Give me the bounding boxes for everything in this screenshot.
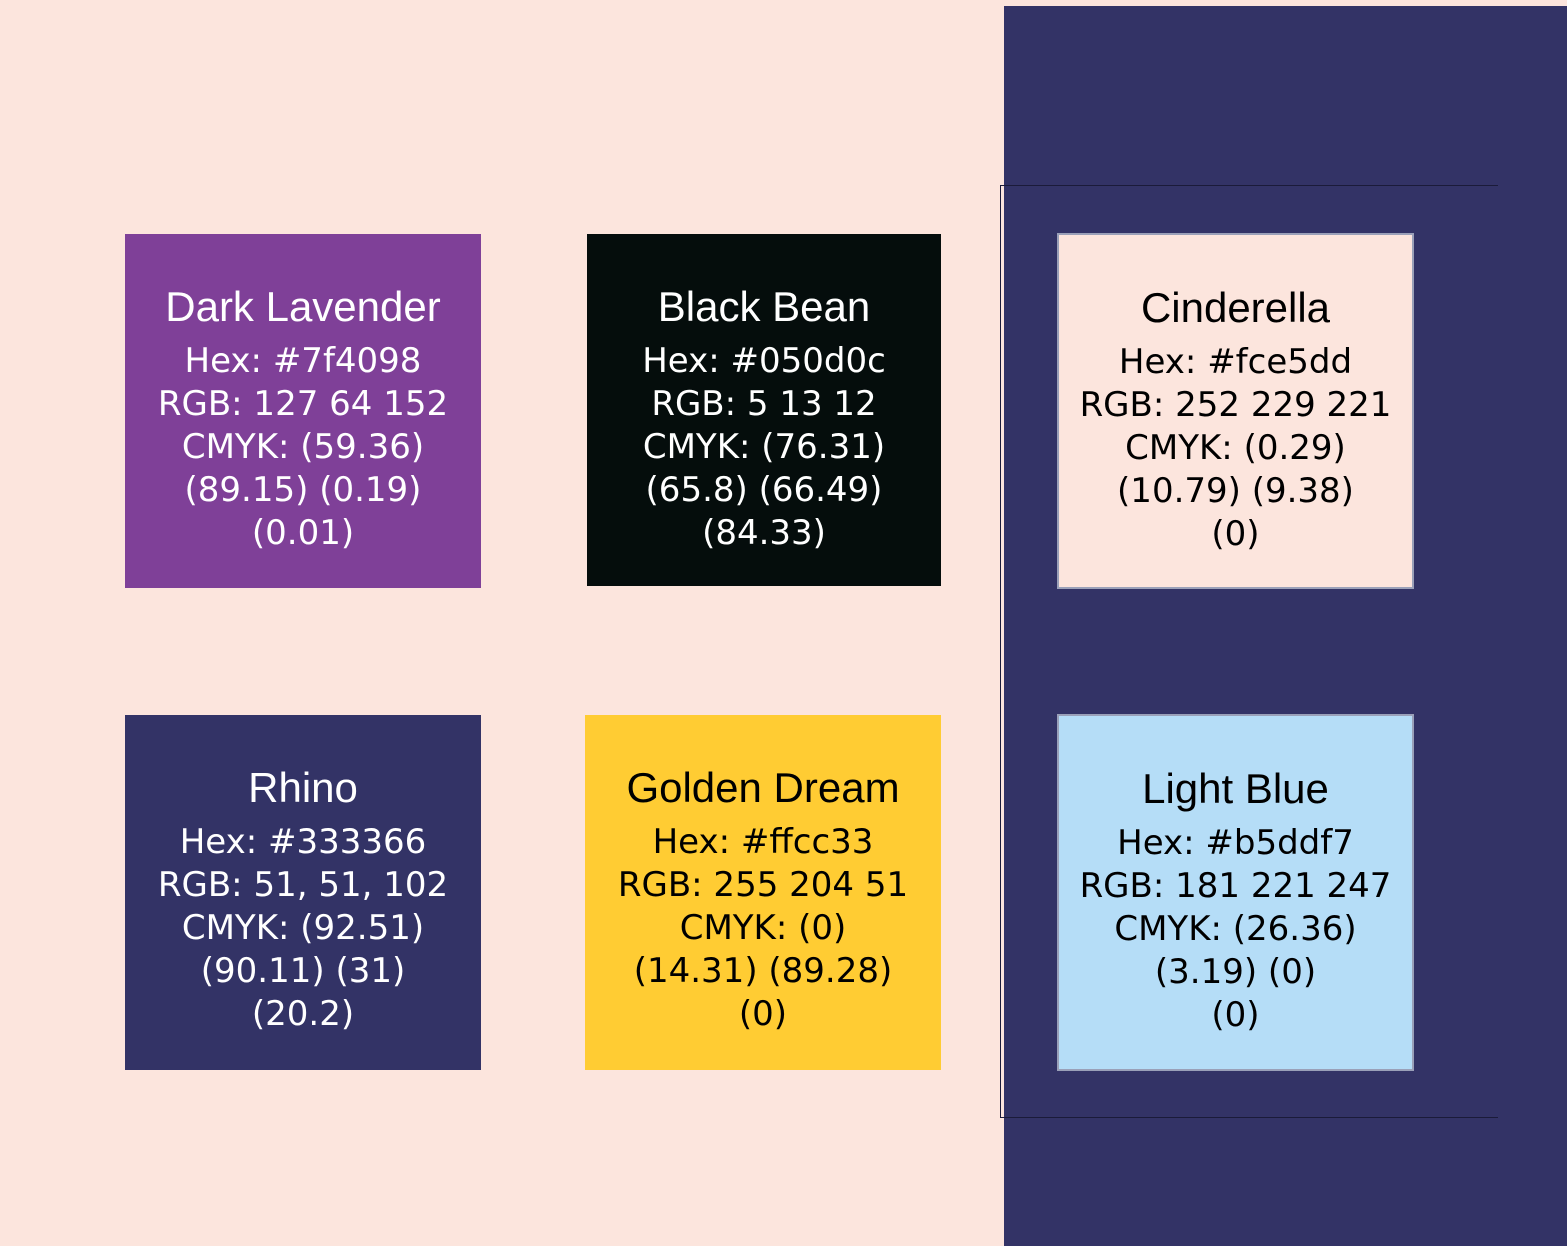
swatch-hex: Hex: #b5ddf7 <box>1117 823 1354 863</box>
swatch-cmyk-end: (20.2) <box>251 994 355 1034</box>
swatch-hex: Hex: #333366 <box>179 822 427 862</box>
swatch-cmyk: CMYK: (59.36) <box>181 427 425 467</box>
swatch-rgb: RGB: 181 221 247 <box>1079 866 1392 906</box>
swatch-cmyk-end: (84.33) <box>702 513 826 553</box>
swatch-name: Light Blue <box>1142 765 1329 812</box>
swatch-name: Black Bean <box>657 283 871 330</box>
swatch-info: Hex: #ffcc33 RGB: 255 204 51 CMYK: (0) (… <box>618 821 908 1036</box>
swatch-rgb: RGB: 252 229 221 <box>1079 385 1392 425</box>
swatch-rgb: RGB: 255 204 51 <box>617 865 909 905</box>
swatch-cmyk-cont: (89.15) (0.19) <box>184 470 422 510</box>
swatch-cmyk-cont: (10.79) (9.38) <box>1117 471 1354 511</box>
swatch-cmyk-cont: (90.11) (31) <box>200 951 406 991</box>
swatch-cmyk-end: (0) <box>1211 995 1260 1035</box>
swatch-cmyk-cont: (14.31) (89.28) <box>633 951 893 991</box>
swatch-info: Hex: #b5ddf7 RGB: 181 221 247 CMYK: (26.… <box>1080 822 1392 1037</box>
swatch-cmyk: CMYK: (0) <box>679 908 847 948</box>
swatch-rhino: Rhino Hex: #333366 RGB: 51, 51, 102 CMYK… <box>125 715 481 1070</box>
swatch-cmyk: CMYK: (76.31) <box>642 427 886 467</box>
swatch-dark-lavender: Dark Lavender Hex: #7f4098 RGB: 127 64 1… <box>125 234 481 588</box>
swatch-name: Rhino <box>248 764 358 811</box>
swatch-name: Dark Lavender <box>165 283 441 330</box>
swatch-black-bean: Black Bean Hex: #050d0c RGB: 5 13 12 CMY… <box>587 234 941 586</box>
swatch-cmyk-end: (0) <box>1211 514 1260 554</box>
swatch-hex: Hex: #fce5dd <box>1118 342 1353 382</box>
swatch-name: Cinderella <box>1140 284 1331 331</box>
swatch-name: Golden Dream <box>626 764 900 811</box>
swatch-cmyk-cont: (3.19) (0) <box>1154 952 1317 992</box>
swatch-cmyk-end: (0) <box>738 994 788 1034</box>
swatch-cmyk: CMYK: (26.36) <box>1114 909 1357 949</box>
swatch-rgb: RGB: 127 64 152 <box>157 384 449 424</box>
panel-bottom-rule <box>1000 1117 1498 1118</box>
swatch-hex: Hex: #050d0c <box>642 341 886 381</box>
swatch-golden-dream: Golden Dream Hex: #ffcc33 RGB: 255 204 5… <box>585 715 941 1070</box>
panel-left-rule <box>1000 185 1001 1118</box>
swatch-hex: Hex: #ffcc33 <box>652 822 874 862</box>
swatch-hex: Hex: #7f4098 <box>184 341 422 381</box>
swatch-cinderella: Cinderella Hex: #fce5dd RGB: 252 229 221… <box>1057 233 1414 589</box>
panel-top-rule <box>1000 185 1498 186</box>
swatch-rgb: RGB: 5 13 12 <box>651 384 877 424</box>
swatch-info: Hex: #333366 RGB: 51, 51, 102 CMYK: (92.… <box>158 821 448 1036</box>
swatch-rgb: RGB: 51, 51, 102 <box>157 865 449 905</box>
swatch-cmyk-end: (0.01) <box>251 513 355 553</box>
swatch-cmyk: CMYK: (0.29) <box>1125 428 1346 468</box>
swatch-info: Hex: #7f4098 RGB: 127 64 152 CMYK: (59.3… <box>158 340 448 555</box>
swatch-info: Hex: #fce5dd RGB: 252 229 221 CMYK: (0.2… <box>1080 341 1392 556</box>
swatch-cmyk-cont: (65.8) (66.49) <box>645 470 883 510</box>
swatch-light-blue: Light Blue Hex: #b5ddf7 RGB: 181 221 247… <box>1057 714 1414 1071</box>
swatch-info: Hex: #050d0c RGB: 5 13 12 CMYK: (76.31) … <box>642 340 886 555</box>
swatch-cmyk: CMYK: (92.51) <box>181 908 425 948</box>
